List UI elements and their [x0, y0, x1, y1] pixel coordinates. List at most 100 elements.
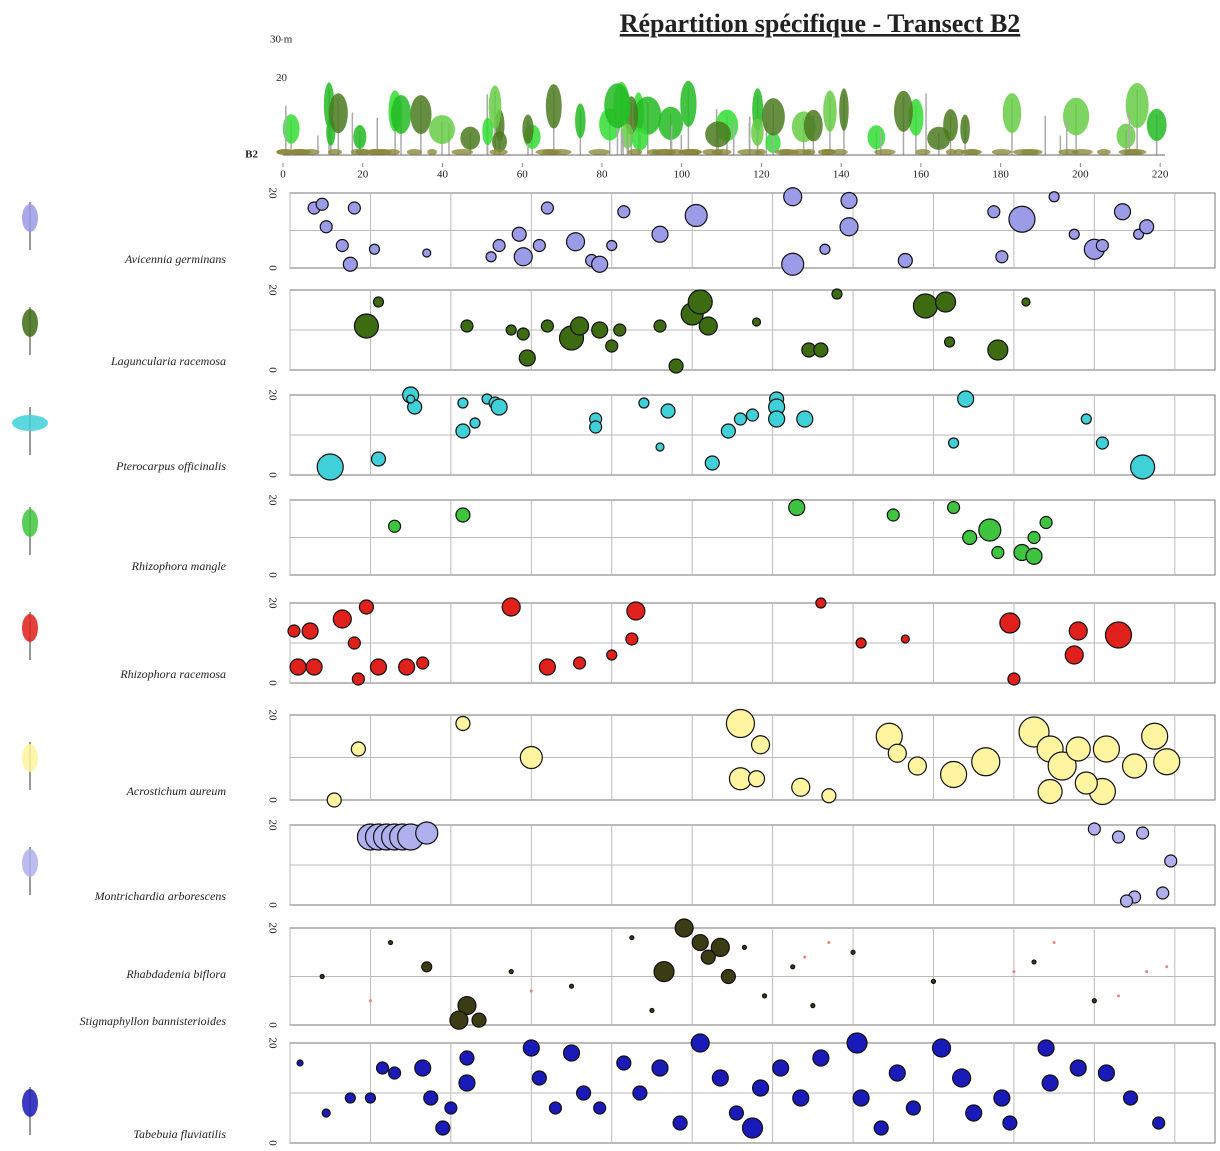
vegetation: [276, 80, 1167, 155]
bubble: [897, 252, 913, 269]
bubble: [287, 624, 301, 638]
bubble: [993, 1089, 1011, 1107]
icon-crown: [22, 744, 38, 772]
bubble: [350, 741, 366, 757]
bubble: [1116, 994, 1120, 998]
bubble: [519, 745, 543, 770]
bubble: [568, 983, 575, 989]
shrub: [651, 149, 673, 155]
bubble: [455, 507, 471, 523]
shrub: [678, 149, 703, 155]
y-tick-label: 0: [266, 472, 278, 478]
shrub: [817, 149, 835, 155]
bubble: [733, 412, 748, 426]
bubble: [532, 238, 546, 253]
bubble: [316, 453, 344, 481]
bubble: [772, 1059, 790, 1077]
bubble: [995, 250, 1009, 264]
crown: [867, 125, 886, 150]
bubble: [460, 319, 474, 333]
crown: [328, 93, 348, 134]
bubble: [745, 408, 760, 422]
bubble: [1027, 530, 1041, 545]
bubble: [518, 349, 536, 367]
shrub: [367, 149, 385, 155]
bubble: [457, 995, 477, 1016]
bubble: [815, 597, 827, 609]
shrub: [1020, 149, 1043, 155]
bubble: [1008, 205, 1036, 233]
bubble: [1087, 822, 1101, 836]
bubble: [296, 1059, 304, 1067]
bubble: [492, 238, 506, 253]
bubble: [629, 935, 635, 941]
species-label: Montrichardia arborescens: [94, 889, 227, 903]
bubble: [768, 410, 786, 428]
bubble: [513, 247, 533, 267]
crown: [460, 126, 481, 150]
y-tick-label: 0: [266, 680, 278, 686]
species-label: Avicennia germinans: [124, 252, 226, 266]
bubble: [364, 1092, 377, 1104]
bubble: [978, 518, 1002, 542]
icon-crown: [22, 614, 38, 642]
bubble: [1068, 228, 1080, 240]
species-label: Acrostichum aureum: [126, 784, 227, 798]
bubble: [1064, 645, 1084, 665]
bubble: [1074, 771, 1098, 795]
x-tick-label: 220: [1152, 169, 1169, 181]
x-tick-label: 0: [280, 169, 286, 181]
x-tick-label: 160: [913, 169, 930, 181]
bubble: [725, 708, 756, 739]
bubble: [672, 1115, 688, 1131]
crown: [282, 114, 300, 144]
bubble: [651, 225, 669, 243]
bubble: [516, 327, 530, 341]
bubble: [591, 321, 609, 339]
crown: [604, 83, 631, 129]
bubble: [803, 955, 807, 959]
bubble: [886, 508, 900, 522]
bubble: [946, 500, 961, 515]
shrub: [874, 149, 896, 155]
bubble: [1037, 778, 1063, 805]
species-label: Tabebuia fluviatilis: [133, 1127, 226, 1141]
y-tick-label: 20: [266, 390, 278, 402]
bubble: [668, 358, 684, 374]
bubble: [319, 973, 325, 980]
bubble: [565, 232, 586, 252]
bubble: [511, 226, 527, 242]
bubble: [1031, 959, 1037, 965]
bubble: [326, 792, 342, 808]
x-tick-label: 80: [596, 169, 608, 181]
bubble: [790, 964, 796, 970]
shrub: [1071, 149, 1093, 155]
bubble: [1012, 970, 1016, 974]
bubble: [591, 255, 609, 273]
bubble: [529, 989, 533, 993]
bubble: [819, 243, 831, 255]
bubble: [710, 937, 730, 958]
bubble: [471, 1012, 487, 1028]
bubble: [751, 1079, 770, 1097]
crown: [761, 98, 785, 136]
bubble: [485, 251, 497, 263]
y-tick-label: 0: [266, 572, 278, 578]
x-tick-label: 20: [357, 169, 369, 181]
bubble: [469, 417, 481, 429]
bubble: [305, 658, 323, 676]
x-tick-label: 40: [437, 169, 449, 181]
shrub: [774, 149, 800, 155]
bubble: [422, 248, 432, 258]
bubble: [1145, 970, 1149, 974]
bubble: [522, 1039, 540, 1057]
crown: [620, 123, 634, 149]
bubble: [1097, 1064, 1116, 1082]
bubble: [613, 323, 627, 337]
bubble: [593, 1101, 607, 1115]
bubble: [1136, 826, 1150, 840]
crown: [839, 88, 849, 131]
crown: [1002, 93, 1022, 134]
bubble: [1037, 1039, 1055, 1057]
